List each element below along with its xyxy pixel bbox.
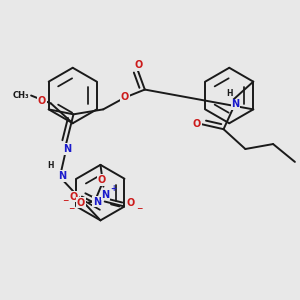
Text: N: N xyxy=(64,144,72,154)
Text: N: N xyxy=(93,196,101,206)
Text: −: − xyxy=(68,204,75,213)
Text: O: O xyxy=(193,119,201,129)
Text: −: − xyxy=(62,196,68,205)
Text: +: + xyxy=(101,191,108,200)
Text: N: N xyxy=(231,99,239,110)
Text: N: N xyxy=(58,171,67,181)
Text: N: N xyxy=(101,190,110,200)
Text: −: − xyxy=(136,204,142,213)
Text: O: O xyxy=(135,60,143,70)
Text: +: + xyxy=(110,184,116,193)
Text: O: O xyxy=(76,197,85,208)
Text: O: O xyxy=(38,97,46,106)
Text: O: O xyxy=(70,192,78,202)
Text: H: H xyxy=(47,161,54,170)
Text: O: O xyxy=(98,175,106,185)
Text: H: H xyxy=(226,89,233,98)
Text: O: O xyxy=(121,92,129,103)
Text: CH₃: CH₃ xyxy=(13,91,29,100)
Text: O: O xyxy=(126,197,134,208)
